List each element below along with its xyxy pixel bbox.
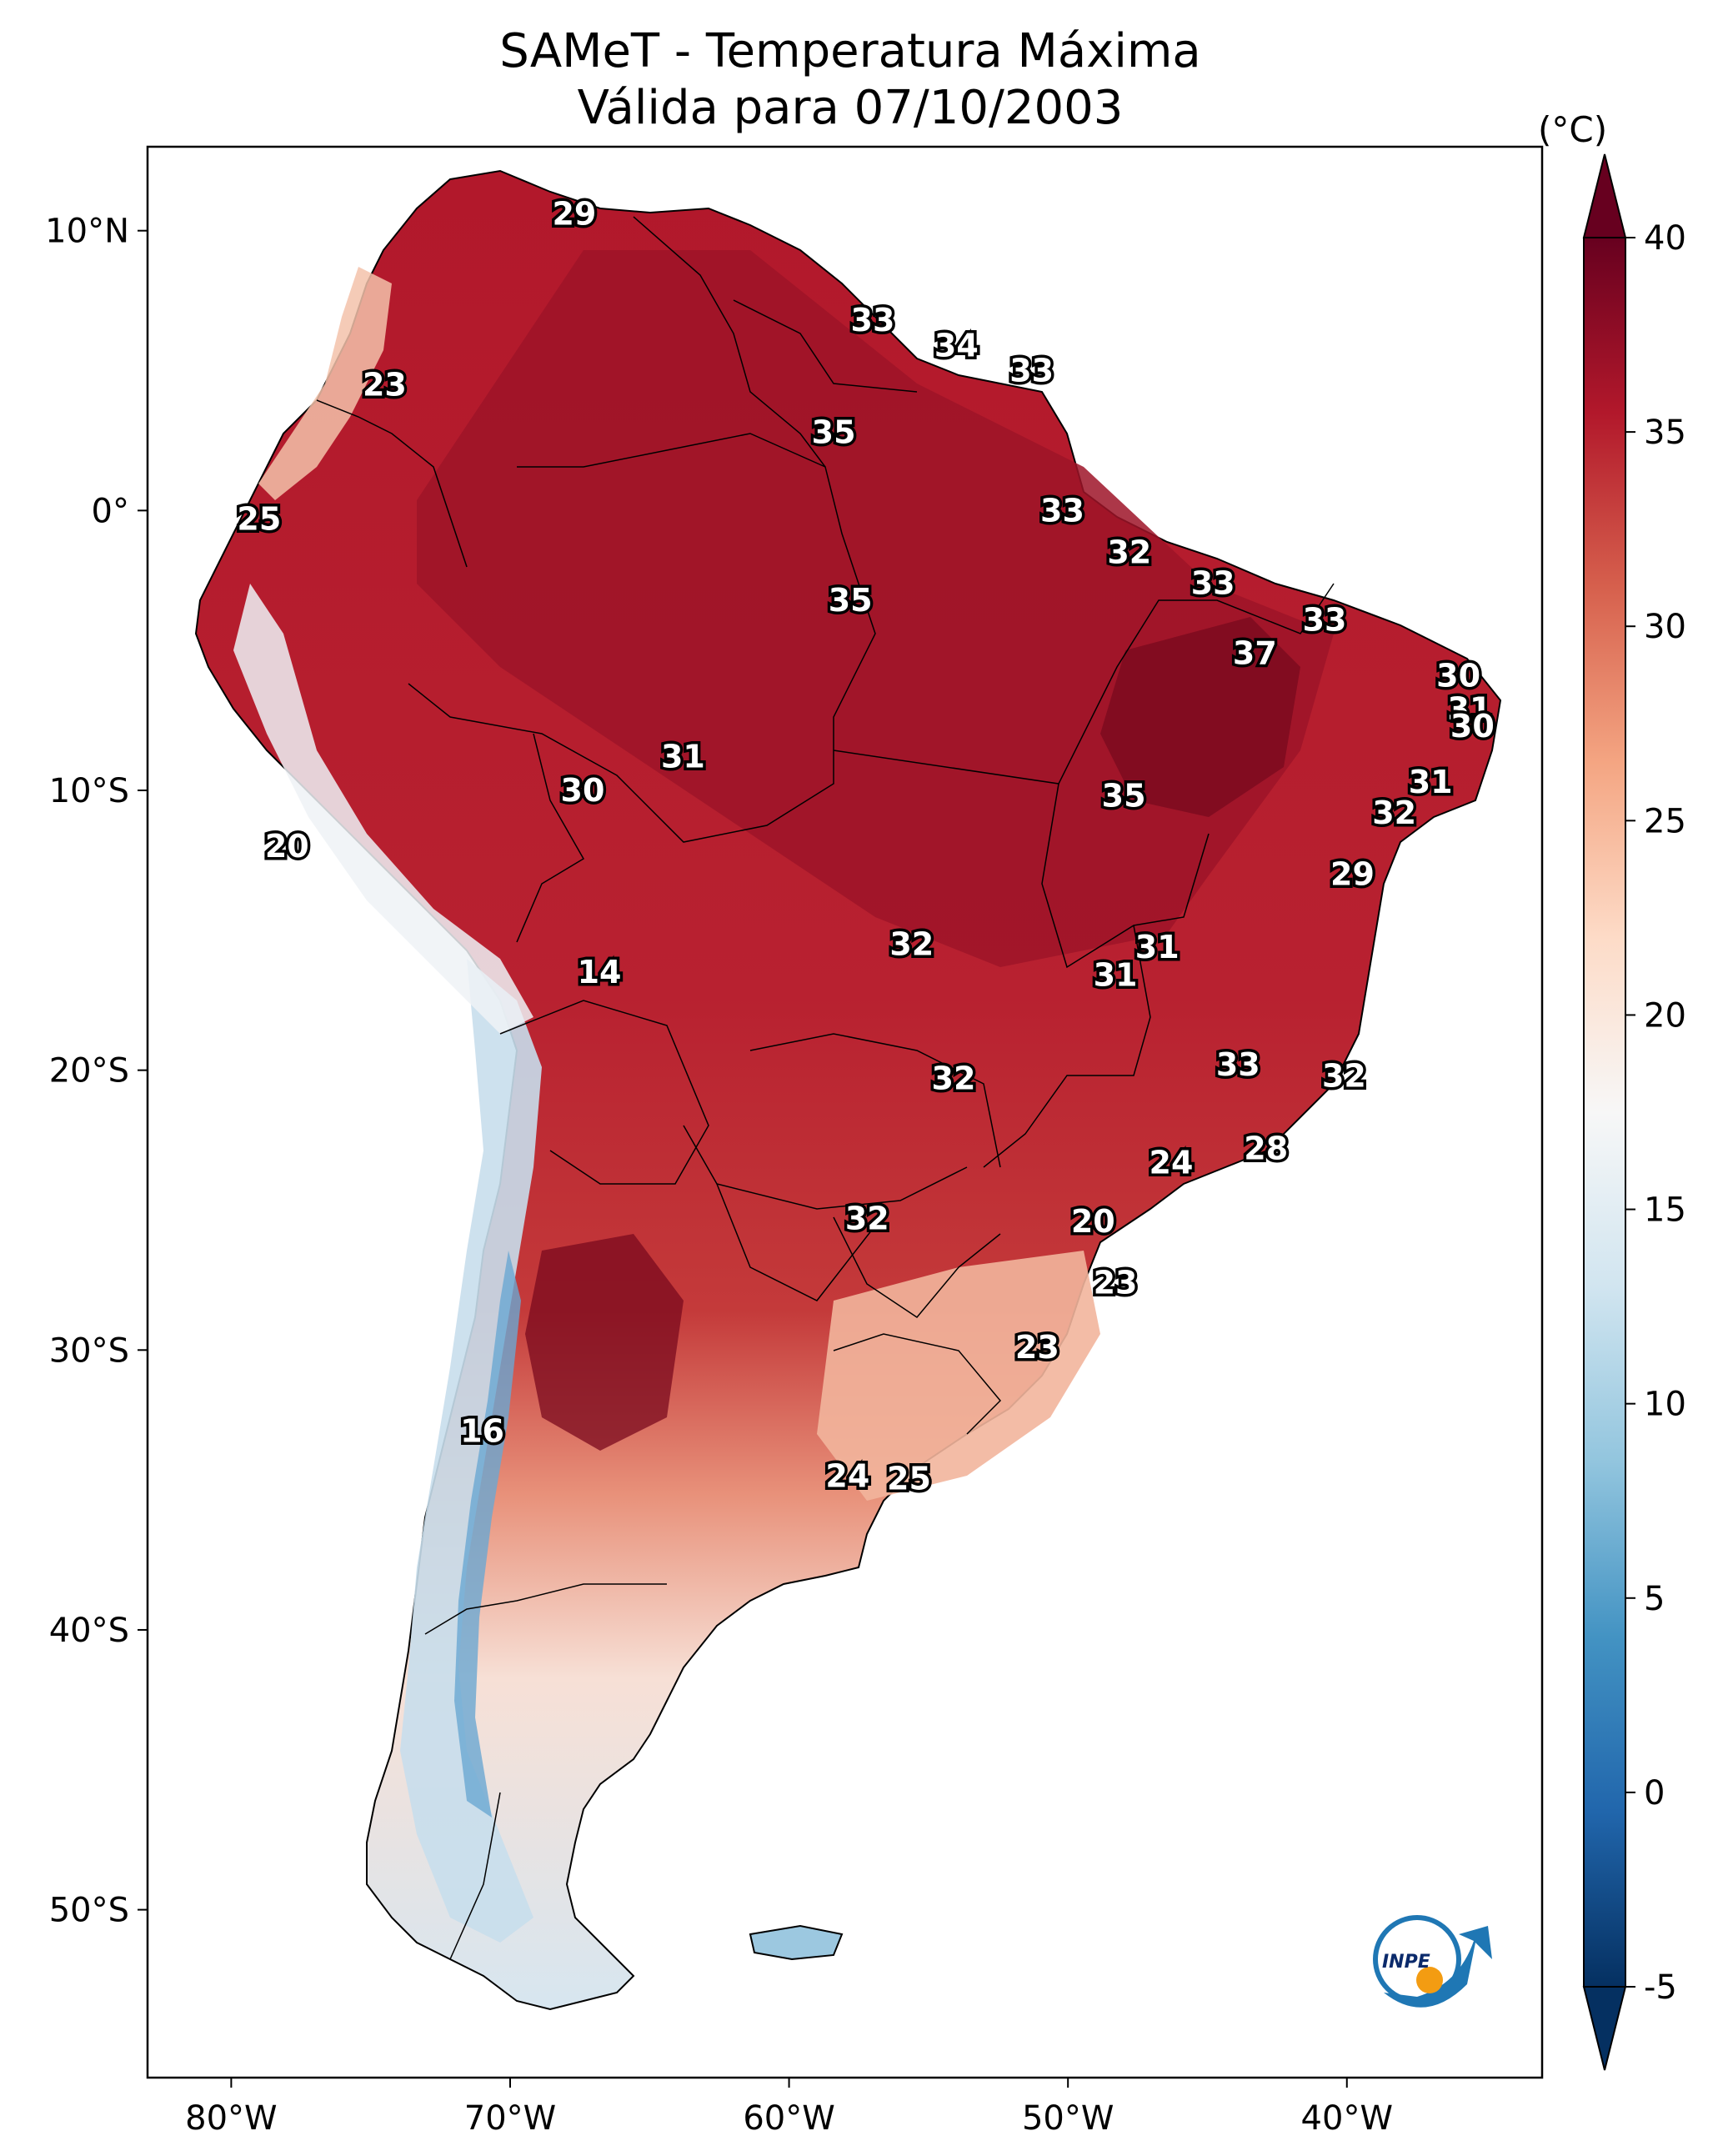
colorbar-bar [1583, 237, 1626, 1988]
very-hot-northeast [1100, 617, 1300, 817]
colorbar-tick-label: 10 [1644, 1386, 1686, 1424]
station-value-label: 32 [1372, 795, 1416, 831]
lon-tick-label: 40°W [1301, 2099, 1393, 2138]
lat-tick-label: 10°N [45, 213, 129, 251]
station-value-label: 32 [932, 1060, 976, 1097]
station-value-label: 33 [1216, 1046, 1260, 1083]
inpe-logo: INPE [1373, 1915, 1492, 2008]
lon-tick-label: 50°W [1022, 2099, 1114, 2138]
station-value-label: 33 [1009, 353, 1054, 389]
title-line-1: SAMeT - Temperatura Máxima [499, 24, 1201, 78]
station-value-label: 25 [887, 1461, 931, 1497]
station-value-label: 23 [1015, 1329, 1059, 1366]
lat-tick-label: 30°S [49, 1331, 129, 1370]
colorbar-tick-label: 15 [1644, 1191, 1686, 1230]
station-value-label: 32 [1322, 1057, 1366, 1094]
mild-south [817, 1251, 1100, 1501]
station-value-label: 24 [1150, 1144, 1194, 1181]
andes-cold-core [454, 1251, 521, 1818]
station-value-label: 31 [1409, 764, 1453, 800]
very-hot-chaco [525, 1234, 684, 1451]
station-value-label: 28 [1244, 1131, 1288, 1167]
station-value-label: 23 [1094, 1265, 1138, 1301]
andes-cold-band [400, 959, 542, 1943]
station-value-label: 32 [845, 1201, 889, 1237]
station-value-label: 31 [1094, 957, 1138, 994]
falkland-islands [749, 1924, 844, 1961]
map-frame [146, 145, 1544, 2079]
longitude-ticks: 80°W 70°W 60°W 50°W 40°W [185, 2078, 1393, 2138]
logo-orange-dot [1416, 1967, 1443, 1993]
colorbar-bottom-extension [1582, 1986, 1627, 2071]
map-title: SAMeT - Temperatura Máxima Válida para 0… [0, 23, 1700, 137]
lon-tick-label: 80°W [185, 2099, 277, 2138]
station-value-label: 32 [889, 926, 934, 963]
station-value-label: 30 [1450, 708, 1495, 745]
station-value-label: 23 [363, 366, 407, 403]
station-value-label: 33 [1191, 565, 1235, 602]
station-value-label: 35 [1102, 778, 1146, 815]
lat-tick-label: 50°S [49, 1892, 129, 1930]
latitude-ticks: 10°N 0° 10°S 20°S 30°S 40°S 50°S [45, 213, 148, 1930]
station-value-label: 33 [851, 302, 895, 338]
station-value-label: 20 [265, 828, 309, 865]
station-value-label: 37 [1233, 635, 1277, 672]
station-value-label: 31 [661, 739, 705, 775]
station-value-label: 34 [934, 327, 979, 364]
station-value-label: 29 [552, 196, 596, 233]
colorbar-tick-label: 5 [1644, 1580, 1665, 1618]
station-value-label: 31 [1135, 929, 1180, 965]
colorbar-top-extension [1582, 153, 1627, 238]
lat-tick-label: 10°S [49, 772, 129, 810]
lon-tick-label: 70°W [464, 2099, 556, 2138]
station-value-label: 25 [237, 500, 281, 537]
colorbar-tick-label: 0 [1644, 1774, 1665, 1813]
station-value-label: 33 [1303, 601, 1347, 638]
station-value-label: 35 [812, 414, 856, 450]
colorbar-tick-label: 30 [1644, 608, 1686, 646]
lon-tick-label: 60°W [743, 2099, 834, 2138]
lat-tick-label: 40°S [49, 1612, 129, 1650]
colorbar: (°C) -5 0 5 10 15 20 25 30 35 40 [1538, 109, 1686, 2071]
station-value-label: 32 [1107, 534, 1151, 571]
colorbar-tick-label: -5 [1644, 1968, 1677, 2007]
peru-cool-coast [233, 584, 533, 1034]
colorbar-ticks: -5 0 5 10 15 20 25 30 35 40 [1625, 219, 1686, 2007]
station-value-label: 24 [825, 1457, 869, 1494]
colorbar-unit: (°C) [1538, 109, 1607, 150]
colorbar-tick-label: 25 [1644, 802, 1686, 840]
colorbar-tick-label: 20 [1644, 996, 1686, 1035]
logo-swoosh [1384, 1926, 1492, 2008]
station-value-label: 16 [460, 1413, 504, 1450]
lat-tick-label: 20°S [49, 1052, 129, 1091]
hot-region [417, 250, 1334, 967]
country-borders [316, 216, 1335, 1960]
lat-tick-label: 0° [92, 492, 129, 530]
station-value-label: 20 [1071, 1203, 1115, 1240]
title-line-2: Válida para 07/10/2003 [577, 81, 1124, 135]
station-value-label: 35 [829, 582, 873, 619]
station-value-label: 33 [1040, 492, 1084, 529]
station-value-label: 29 [1330, 856, 1375, 893]
colombia-andes [258, 267, 392, 500]
station-value-label: 31 [1448, 691, 1492, 728]
logo-text: INPE [1382, 1952, 1430, 1973]
land-layer [194, 169, 1502, 2011]
station-value-label: 30 [1436, 657, 1480, 694]
station-value-label: 30 [561, 772, 605, 809]
colorbar-tick-label: 35 [1644, 414, 1686, 452]
colorbar-tick-label: 40 [1644, 219, 1686, 258]
station-value-label: 14 [578, 954, 622, 990]
